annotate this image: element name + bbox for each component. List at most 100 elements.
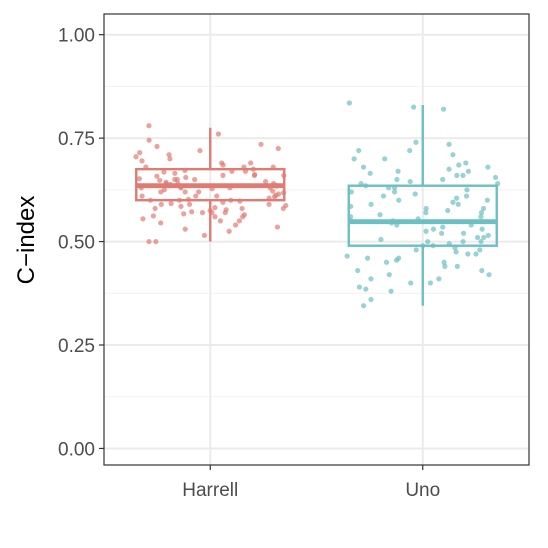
data-point: [146, 238, 152, 245]
data-point: [368, 201, 374, 207]
data-point: [212, 205, 218, 211]
data-point: [258, 141, 264, 147]
data-point: [413, 139, 419, 145]
data-point: [407, 147, 413, 154]
data-point: [150, 213, 157, 219]
data-point: [442, 263, 448, 269]
y-tick-label: 0.00: [58, 439, 95, 460]
data-point: [446, 141, 452, 147]
data-point: [408, 280, 414, 286]
data-point: [465, 251, 471, 257]
data-point: [189, 209, 195, 215]
data-point: [360, 303, 367, 309]
data-point: [454, 195, 460, 201]
data-point: [346, 100, 353, 106]
data-point: [146, 137, 152, 143]
data-point: [248, 160, 254, 166]
data-point: [212, 214, 218, 220]
data-point: [456, 162, 462, 168]
data-point: [348, 189, 354, 195]
data-point: [367, 170, 373, 176]
data-point: [368, 276, 374, 282]
y-axis-title: C−index: [13, 196, 40, 285]
data-point: [363, 286, 369, 292]
data-point: [344, 253, 350, 259]
data-point: [146, 123, 152, 129]
jitter-points: [133, 100, 501, 309]
data-point: [485, 164, 491, 170]
data-point: [478, 238, 484, 245]
data-point: [137, 150, 143, 156]
data-point: [460, 172, 466, 178]
data-point: [480, 205, 487, 212]
data-point: [479, 267, 485, 274]
data-point: [197, 147, 203, 154]
grid-minor: [104, 85, 529, 398]
data-point: [460, 238, 466, 245]
data-point: [183, 174, 189, 181]
data-point: [192, 176, 198, 183]
data-point: [182, 189, 188, 195]
data-point: [215, 131, 222, 137]
data-point: [360, 164, 367, 170]
data-point: [140, 216, 146, 222]
data-point: [275, 145, 281, 152]
y-tick-label: 0.50: [58, 233, 95, 254]
data-point: [219, 160, 225, 166]
plot-background: [104, 14, 529, 465]
data-point: [178, 203, 184, 209]
data-point: [463, 160, 469, 166]
data-point: [217, 218, 224, 224]
data-point: [133, 154, 139, 160]
data-point: [441, 259, 447, 265]
data-point: [478, 210, 485, 216]
grid-major: [104, 14, 529, 465]
data-point: [386, 272, 392, 278]
data-point: [484, 197, 490, 203]
data-point: [425, 238, 431, 245]
data-point: [460, 230, 467, 236]
plot-panel-border: [103, 13, 530, 466]
data-point: [251, 172, 258, 178]
data-point: [454, 172, 460, 178]
data-point: [395, 168, 401, 174]
data-point: [430, 226, 437, 232]
data-point: [396, 255, 402, 261]
data-point: [168, 200, 174, 207]
data-point: [450, 199, 456, 205]
data-point: [181, 211, 187, 217]
x-tick-label: Harrell: [182, 480, 238, 501]
data-point: [271, 194, 278, 200]
data-point: [473, 251, 479, 257]
data-point: [423, 228, 429, 234]
data-point: [161, 169, 167, 175]
x-tick-label: Uno: [405, 480, 440, 501]
data-point: [196, 189, 202, 195]
data-point: [388, 288, 394, 294]
data-point: [356, 284, 363, 290]
data-point: [136, 176, 143, 182]
data-point: [380, 193, 387, 199]
x-axis: Harrell Uno: [182, 465, 440, 501]
data-point: [182, 226, 188, 232]
data-point: [152, 205, 158, 212]
data-point: [240, 214, 246, 220]
data-point: [423, 205, 429, 212]
data-point: [186, 201, 193, 207]
boxes: [135, 105, 498, 306]
data-point: [266, 201, 272, 207]
y-tick-label: 0.25: [58, 336, 95, 357]
data-point: [220, 172, 226, 178]
data-point: [274, 224, 281, 230]
y-tick-label: 1.00: [58, 26, 95, 47]
data-point: [236, 218, 242, 224]
data-point: [465, 168, 472, 174]
data-point: [455, 201, 461, 207]
data-point: [481, 234, 487, 241]
data-point: [485, 232, 491, 238]
data-point: [263, 178, 269, 185]
data-point: [201, 232, 208, 238]
data-point: [154, 143, 160, 150]
data-point: [453, 249, 459, 255]
